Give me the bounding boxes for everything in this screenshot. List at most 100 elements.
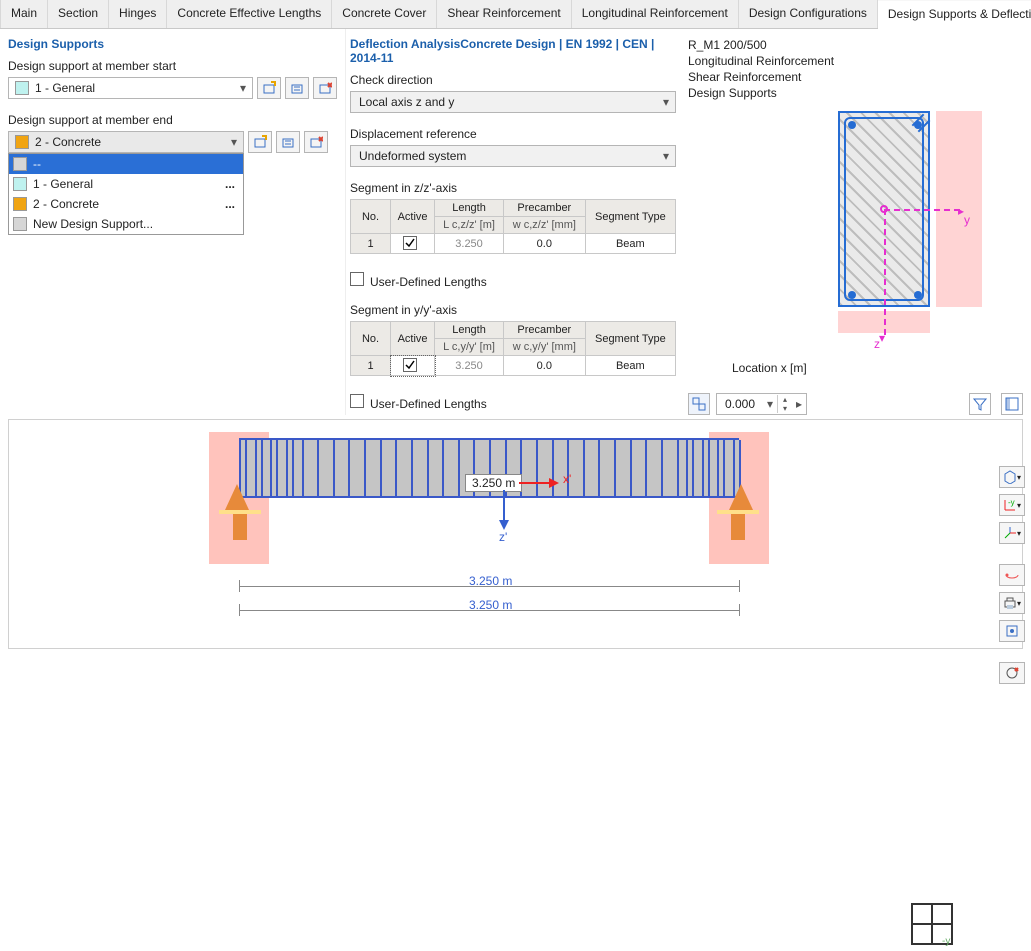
print-button[interactable]: ▾ (999, 592, 1025, 614)
label-seg-y: Segment in y/y'-axis (350, 303, 676, 317)
tab-concrete-cover[interactable]: Concrete Cover (332, 0, 437, 28)
cell-active[interactable] (391, 234, 435, 254)
support-bar (219, 510, 261, 514)
dropdown-disp-ref[interactable]: Undeformed system ▾ (350, 145, 676, 167)
step-up-icon[interactable]: ▴ (778, 395, 792, 404)
stirrup-line (630, 440, 632, 496)
stirrup-line (598, 440, 600, 496)
th-no: No. (351, 322, 391, 356)
panel-button[interactable] (1001, 393, 1023, 415)
stirrup-line (302, 440, 304, 496)
delete-button[interactable] (313, 77, 337, 99)
th-no: No. (351, 200, 391, 234)
stirrup-line (380, 440, 382, 496)
dropdown-start[interactable]: 1 - General ▾ (8, 77, 253, 99)
edit-button[interactable] (276, 131, 300, 153)
rotate-button[interactable] (999, 564, 1025, 586)
option-label: 2 - Concrete (33, 197, 99, 211)
checkbox-icon (350, 394, 364, 408)
dim-tick (739, 580, 740, 592)
dropdown-check-dir[interactable]: Local axis z and y ▾ (350, 91, 676, 113)
dropdown-option[interactable]: -- (9, 154, 243, 174)
axis-label-x: x' (563, 472, 571, 486)
stirrup-line (614, 440, 616, 496)
step-down-icon[interactable]: ▾ (778, 404, 792, 413)
cell-segtype: Beam (585, 234, 675, 254)
tab-section[interactable]: Section (48, 0, 109, 28)
beam-view: 3.250 m x' z' 3.250 m 3.250 m -y (8, 419, 1023, 649)
deflection-panel: Deflection AnalysisConcrete Design | EN … (345, 29, 680, 415)
stirrup-line (702, 440, 704, 496)
stirrup-line (458, 440, 460, 496)
x-axis-arrow-icon (519, 476, 559, 490)
dropdown-value: Undeformed system (351, 149, 657, 163)
tab-hinges[interactable]: Hinges (109, 0, 167, 28)
cell-segtype: Beam (585, 356, 675, 376)
tab-design-supports-deflection[interactable]: Design Supports & Deflection (878, 1, 1031, 29)
location-label: Location x [m] (732, 361, 1023, 375)
edit-button[interactable] (285, 77, 309, 99)
dropdown-option[interactable]: 2 - Concrete... (9, 194, 243, 214)
support-stem (731, 510, 745, 540)
tab-design-configurations[interactable]: Design Configurations (739, 0, 878, 28)
dropdown-option[interactable]: New Design Support... (9, 214, 243, 234)
th-segtype: Segment Type (585, 200, 675, 234)
tab-bar: MainSectionHingesConcrete Effective Leng… (0, 0, 1031, 29)
axis-label-z: z (874, 337, 880, 351)
grid-icon: -y (908, 900, 956, 951)
udl-y[interactable]: User-Defined Lengths (350, 394, 676, 411)
panel-title: Deflection AnalysisConcrete Design | EN … (350, 37, 676, 65)
z-axis-arrow-icon (497, 490, 511, 530)
stirrup-line (270, 440, 272, 496)
stirrup-line (717, 440, 719, 496)
delete-button[interactable] (304, 131, 328, 153)
panel-title: Design Supports (8, 37, 337, 51)
tab-main[interactable]: Main (0, 0, 48, 28)
table-row[interactable]: 1 3.250 0.0 Beam (351, 234, 676, 254)
new-button[interactable] (257, 77, 281, 99)
dropdown-option[interactable]: 1 - General... (9, 174, 243, 194)
info-panel: R_M1 200/500 Longitudinal Reinforcement … (680, 29, 1031, 415)
udl-label: User-Defined Lengths (370, 275, 487, 289)
label-seg-z: Segment in z/z'-axis (350, 181, 676, 195)
view-cube-button[interactable]: ▾ (999, 466, 1025, 488)
label-disp-ref: Displacement reference (350, 127, 676, 141)
stirrup-line (692, 440, 694, 496)
dropdown-value: Local axis z and y (351, 95, 657, 109)
cell-active[interactable] (391, 356, 435, 376)
title-part1: Deflection Analysis (350, 37, 460, 51)
cell-no: 1 (351, 356, 391, 376)
goto-button[interactable] (688, 393, 710, 415)
settings-button[interactable] (999, 620, 1025, 642)
play-icon[interactable]: ▸ (792, 397, 806, 411)
tab-longitudinal-reinforcement[interactable]: Longitudinal Reinforcement (572, 0, 739, 28)
dropdown-end[interactable]: 2 - Concrete ▾ (8, 131, 244, 153)
length-box: 3.250 m (465, 474, 522, 492)
stirrup-line (286, 440, 288, 496)
checkbox-icon (350, 272, 364, 286)
th-sub: L c,z/z' [m] (435, 217, 504, 234)
swatch-icon (13, 197, 27, 211)
dropdown-value: 2 - Concrete (35, 135, 225, 149)
axis-label-y: y (964, 213, 970, 227)
axis-xyz-button[interactable]: ▾ (999, 522, 1025, 544)
tab-concrete-effective-lengths[interactable]: Concrete Effective Lengths (167, 0, 332, 28)
axis-z (884, 209, 886, 335)
axis-y-button[interactable]: -y▾ (999, 494, 1025, 516)
tab-shear-reinforcement[interactable]: Shear Reinforcement (437, 0, 571, 28)
stirrup-line (395, 440, 397, 496)
location-spinner[interactable]: 0.000 ▾ ▴ ▾ ▸ (716, 393, 807, 415)
th-sub: w c,z/z' [mm] (503, 217, 585, 234)
info-lines: R_M1 200/500 Longitudinal Reinforcement … (688, 37, 1023, 101)
table-row[interactable]: 1 3.250 0.0 Beam (351, 356, 676, 376)
udl-z[interactable]: User-Defined Lengths (350, 272, 676, 289)
reset-button[interactable] (999, 662, 1025, 684)
th-sub: L c,y/y' [m] (435, 339, 504, 356)
th-segtype: Segment Type (585, 322, 675, 356)
th-active: Active (391, 200, 435, 234)
design-supports-panel: Design Supports Design support at member… (0, 29, 345, 415)
chevron-down-icon: ▾ (657, 149, 675, 163)
filter-button[interactable] (969, 393, 991, 415)
th-active: Active (391, 322, 435, 356)
new-button[interactable] (248, 131, 272, 153)
